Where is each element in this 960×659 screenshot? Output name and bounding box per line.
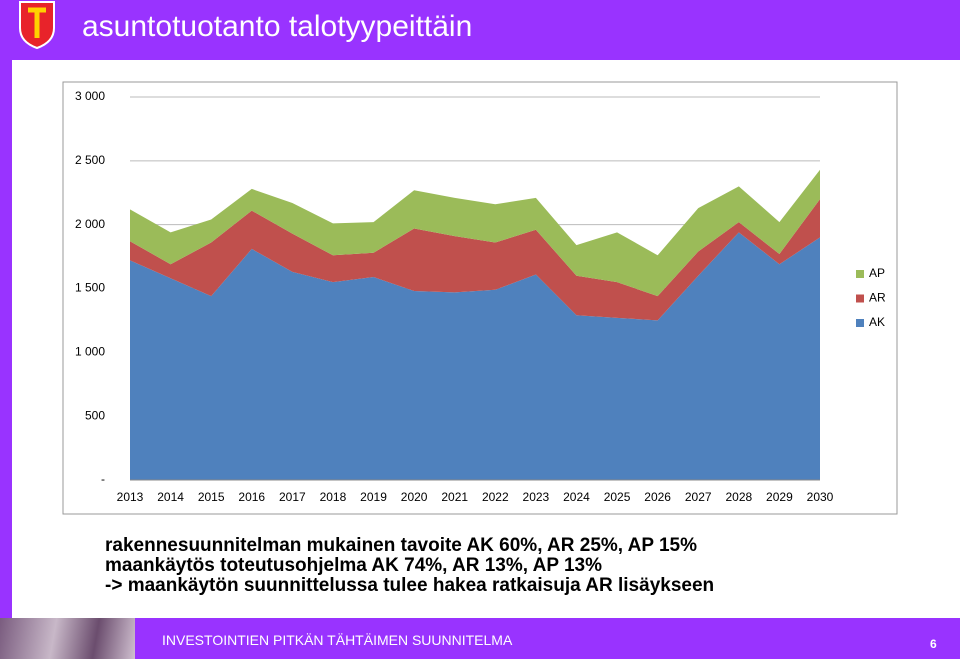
legend-label: AK (869, 315, 885, 329)
legend-label: AR (869, 291, 886, 305)
x-tick-label: 2021 (441, 490, 468, 504)
legend-swatch (856, 294, 864, 303)
logo (19, 1, 55, 50)
x-tick-label: 2018 (320, 490, 347, 504)
x-tick-label: 2025 (604, 490, 631, 504)
x-tick-label: 2016 (238, 490, 265, 504)
area (130, 199, 820, 321)
x-tick-label: 2017 (279, 490, 306, 504)
x-tick-label: 2019 (360, 490, 387, 504)
side-stripe (0, 60, 12, 618)
x-tick-label: 2013 (117, 490, 144, 504)
area (130, 232, 820, 480)
x-tick-label: 2026 (644, 490, 671, 504)
body-line: rakennesuunnitelman mukainen tavoite AK … (105, 535, 698, 556)
x-tick-label: 2023 (523, 490, 550, 504)
footer: INVESTOINTIEN PITKÄN TÄHTÄIMEN SUUNNITEL… (0, 618, 960, 659)
x-tick-label: 2027 (685, 490, 712, 504)
page-number: 6 (930, 637, 937, 651)
x-tick-label: 2029 (766, 490, 793, 504)
body-line: -> maankäytön suunnittelussa tulee hakea… (105, 575, 715, 596)
title: asuntotuotanto talotyypeittäin (82, 10, 473, 43)
y-tick-label: 1 500 (75, 281, 105, 295)
x-tick-label: 2020 (401, 490, 428, 504)
header: asuntotuotanto talotyypeittäin (0, 0, 960, 60)
y-tick-label: 3 000 (75, 89, 105, 103)
area (130, 169, 820, 297)
y-tick-label: 2 000 (75, 217, 105, 231)
x-tick-label: 2024 (563, 490, 590, 504)
x-tick-label: 2022 (482, 490, 509, 504)
y-tick-label: 2 500 (75, 153, 105, 167)
body-line: maankäytös toteutusohjelma AK 74%, AR 13… (105, 555, 602, 576)
x-tick-label: 2030 (807, 490, 834, 504)
y-tick-label: - (101, 472, 105, 486)
y-tick-label: 500 (85, 408, 105, 422)
x-tick-label: 2014 (157, 490, 184, 504)
footer-text: INVESTOINTIEN PITKÄN TÄHTÄIMEN SUUNNITEL… (162, 632, 513, 648)
footer-image (0, 618, 135, 659)
legend-swatch (856, 319, 864, 327)
y-tick-label: 1 000 (75, 345, 105, 359)
legend-label: AP (869, 266, 885, 280)
body-text: rakennesuunnitelman mukainen tavoite AK … (105, 536, 714, 596)
x-tick-label: 2028 (725, 490, 752, 504)
x-tick-label: 2015 (198, 490, 225, 504)
legend-swatch (856, 270, 864, 278)
